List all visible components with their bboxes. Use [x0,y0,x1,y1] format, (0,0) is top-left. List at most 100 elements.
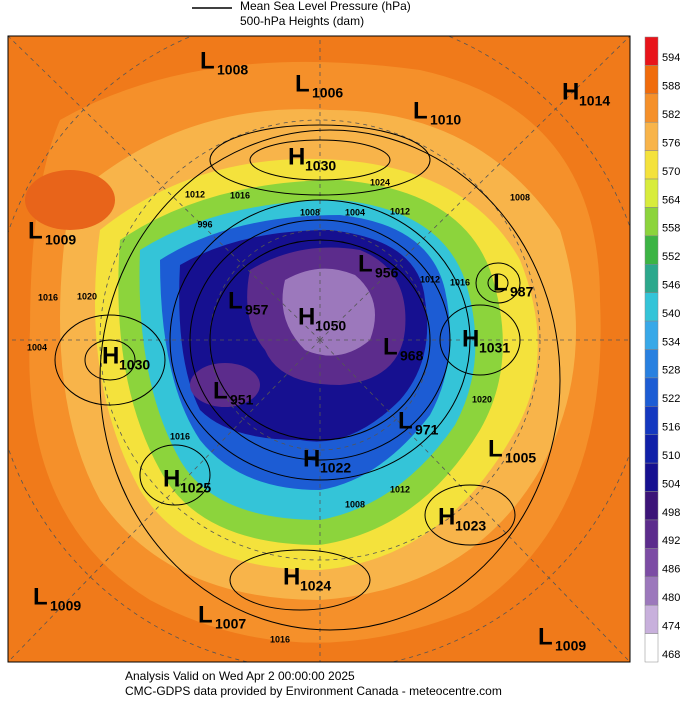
center-type: L [200,47,215,74]
colorbar-band [644,633,659,663]
contour-label: 1012 [420,274,440,284]
colorbar-band [644,349,659,379]
center-type: H [102,342,119,369]
colorbar-band [644,65,659,95]
center-pressure: 1014 [579,93,610,109]
colorbar: 594 588 582 576 570 564 558 552 546 540 534 528 522 5… [644,36,680,663]
colorbar-band [644,235,659,265]
colorbar-label: 570 [662,166,680,178]
contour-label: 1012 [185,189,205,199]
colorbar-label: 474 [662,620,680,632]
center-type: L [493,269,508,296]
colorbar-label: 582 [662,109,680,121]
center-pressure: 1008 [217,62,248,78]
colorbar-label: 564 [662,194,680,206]
center-type: L [413,97,428,124]
center-type: L [398,407,413,434]
center-type: H [283,563,300,590]
center-pressure: 1007 [215,616,246,632]
contour-label: 1020 [77,291,97,301]
center-pressure: 1031 [479,340,510,356]
center-type: L [198,601,213,628]
center-type: H [438,503,455,530]
colorbar-label: 594 [662,52,680,64]
colorbar-band [644,462,659,492]
contour-label: 1016 [230,190,250,200]
colorbar-label: 498 [662,507,680,519]
colorbar-band [644,264,659,293]
footer-valid: Analysis Valid on Wed Apr 2 00:00:00 202… [125,669,355,683]
colorbar-band [644,36,659,66]
center-type: H [303,445,320,472]
footer-credit: CMC-GDPS data provided by Environment Ca… [125,684,502,698]
center-type: H [163,465,180,492]
center-pressure: 1010 [430,112,461,128]
center-type: L [488,435,503,462]
center-pressure: 1025 [180,480,211,496]
colorbar-label: 534 [662,336,680,348]
colorbar-label: 486 [662,564,680,576]
colorbar-label: 552 [662,251,680,263]
center-pressure: 951 [230,392,254,408]
colorbar-band [644,491,659,521]
center-pressure: 1023 [455,518,486,534]
center-type: L [228,287,243,314]
colorbar-band [644,320,659,350]
contour-label: 1008 [345,499,365,509]
colorbar-band [644,434,659,464]
center-pressure: 1009 [50,598,81,614]
contour-label: 1016 [170,431,190,441]
center-type: L [295,70,310,97]
colorbar-label: 510 [662,450,680,462]
center-pressure: 1022 [320,460,351,476]
colorbar-label: 516 [662,422,680,434]
contour-label: 1008 [300,207,320,217]
colorbar-band [644,548,659,578]
colorbar-band [644,207,659,237]
colorbar-label: 522 [662,393,680,405]
center-pressure: 1030 [119,357,150,373]
center-pressure: 956 [375,265,399,281]
colorbar-label: 546 [662,279,680,291]
colorbar-label: 588 [662,81,680,93]
center-pressure: 968 [400,348,424,364]
colorbar-label: 492 [662,535,680,547]
legend-pressure: Mean Sea Level Pressure (hPa) [240,0,411,13]
colorbar-band [644,406,659,435]
center-pressure: 1006 [312,85,343,101]
center-type: H [298,303,315,330]
center-pressure: 1050 [315,318,346,334]
colorbar-band [644,93,659,123]
center-type: H [288,143,305,170]
contour-label: 1016 [38,292,58,302]
center-type: H [562,78,579,105]
center-type: L [538,623,553,650]
colorbar-label: 540 [662,308,680,320]
colorbar-label: 558 [662,223,680,235]
center-type: H [462,325,479,352]
contour-label: 1016 [450,277,470,287]
map [7,35,631,663]
colorbar-label: 528 [662,365,680,377]
colorbar-label: 468 [662,649,680,661]
contour-label: 1004 [27,342,47,352]
contour-label: 1004 [345,207,365,217]
center-pressure: 1030 [305,158,336,174]
center-pressure: 1024 [300,578,331,594]
center-type: L [358,250,373,277]
center-type: L [213,377,228,404]
center-pressure: 1005 [505,450,536,466]
contour-label: 1012 [390,484,410,494]
contour-label: 1012 [390,206,410,216]
colorbar-label: 504 [662,478,680,490]
legend-heights: 500-hPa Heights (dam) [240,14,364,28]
colorbar-band [644,377,659,407]
center-pressure: 1009 [555,638,586,654]
contour-label: 996 [197,219,212,229]
center-pressure: 987 [510,284,534,300]
colorbar-band [644,178,659,208]
colorbar-label: 576 [662,137,680,149]
colorbar-band [644,576,659,606]
colorbar-label: 480 [662,592,680,604]
